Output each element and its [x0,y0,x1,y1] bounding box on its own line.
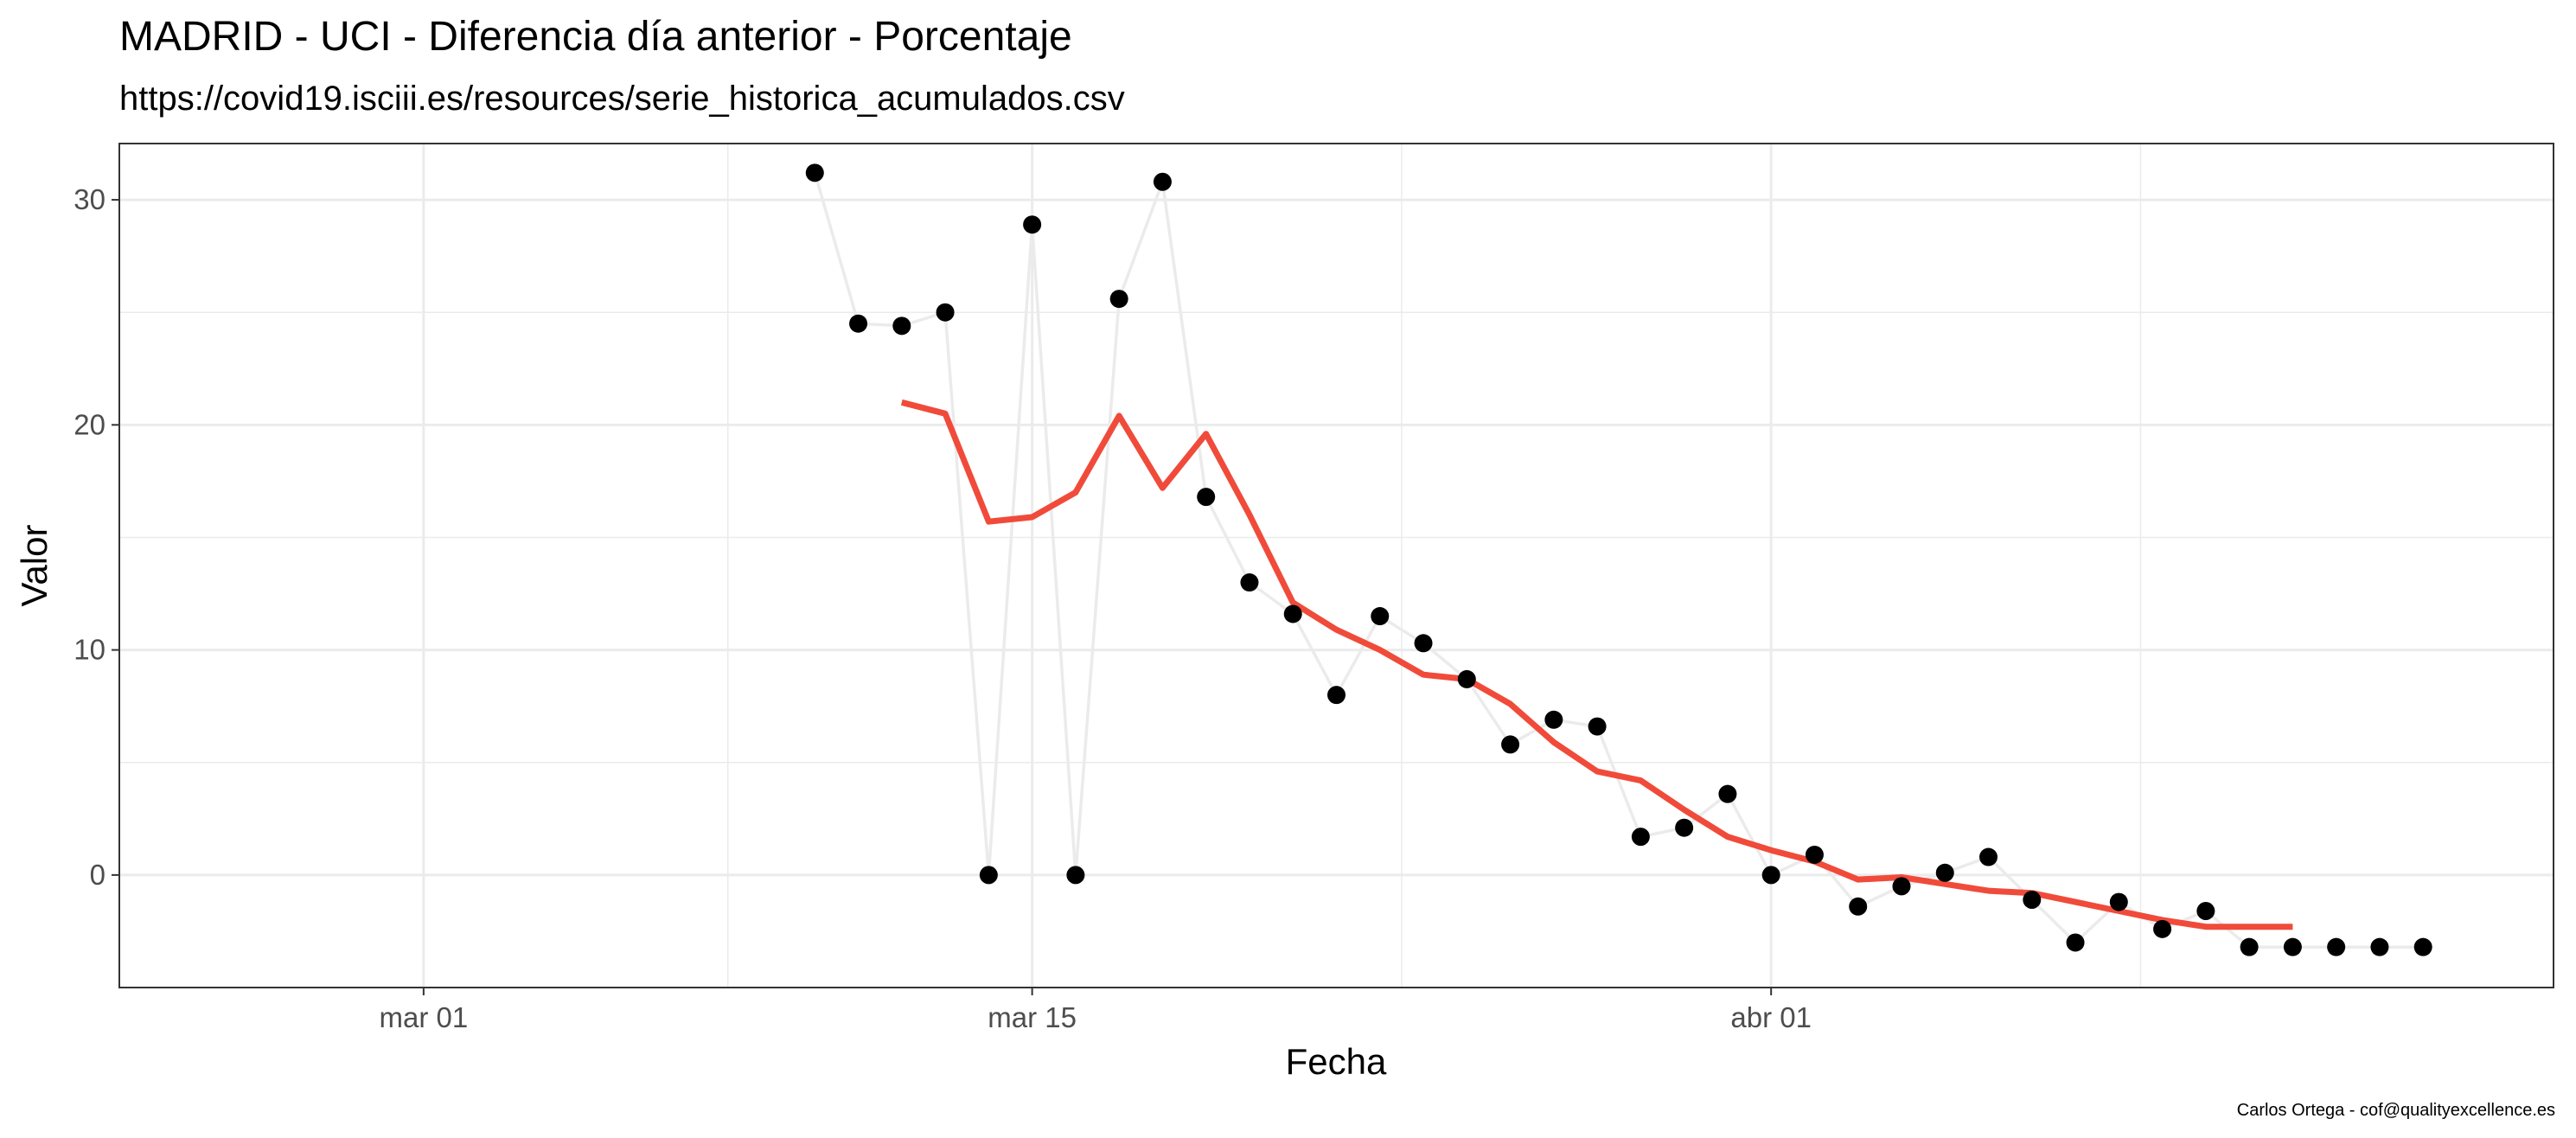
data-point [1414,634,1433,653]
data-point [2196,902,2215,921]
minor-gridlines [119,144,2554,988]
data-point [1544,710,1563,729]
x-tick-label: mar 01 [380,1001,469,1033]
data-point [2370,937,2389,956]
data-point [2413,937,2432,956]
data-point [1849,897,1868,916]
data-point [1371,607,1390,626]
data-point [1805,845,1824,864]
data-point [1066,866,1085,885]
x-tick-label: abr 01 [1730,1001,1812,1033]
data-point [1457,669,1476,688]
data-point [849,314,868,333]
data-point [1761,866,1780,885]
data-point [1197,488,1216,507]
data-point [1675,818,1694,837]
data-point [1935,863,1954,882]
x-axis-ticks: mar 01 mar 15 abr 01 [380,988,1812,1033]
chart-subtitle: https://covid19.isciii.es/resources/seri… [119,80,1125,118]
data-point [2327,937,2346,956]
data-point [892,316,911,336]
plot-panel [119,144,2554,988]
data-point [2283,937,2302,956]
data-point [1153,172,1172,191]
data-point [2066,933,2085,952]
plot-border [118,143,2554,988]
data-point [1718,784,1737,803]
major-gridlines [119,144,2554,988]
data-point [1588,717,1607,736]
data-point [979,866,998,885]
data-point [1327,686,1346,705]
y-axis-ticks: 0 10 20 30 [74,183,119,891]
y-tick-label: 30 [74,183,105,215]
y-axis-title: Valor [14,525,54,607]
data-point [1501,735,1520,754]
data-point [2023,890,2042,909]
y-tick-label: 20 [74,408,105,440]
data-point [1979,847,1998,866]
data-point [2109,892,2128,911]
smoothed-series-path [900,399,2293,930]
data-point [1892,877,1911,896]
data-point [1023,215,1042,234]
chart-caption: Carlos Ortega - cof@qualityexcellence.es [2237,1101,2555,1120]
data-point [1109,290,1128,309]
data-point [805,163,824,182]
data-point [1631,828,1650,847]
x-axis-title: Fecha [1286,1041,1387,1082]
chart-title: MADRID - UCI - Diferencia día anterior -… [119,14,1072,60]
data-point [1240,573,1259,592]
y-tick-label: 10 [74,634,105,666]
x-tick-label: mar 15 [988,1001,1077,1033]
data-points [805,163,2432,956]
data-point [2153,919,2172,938]
data-point [1283,604,1302,623]
y-tick-label: 0 [90,859,105,891]
data-point [2240,937,2259,956]
data-point [936,303,955,322]
smoothed-series-line [900,399,2293,930]
